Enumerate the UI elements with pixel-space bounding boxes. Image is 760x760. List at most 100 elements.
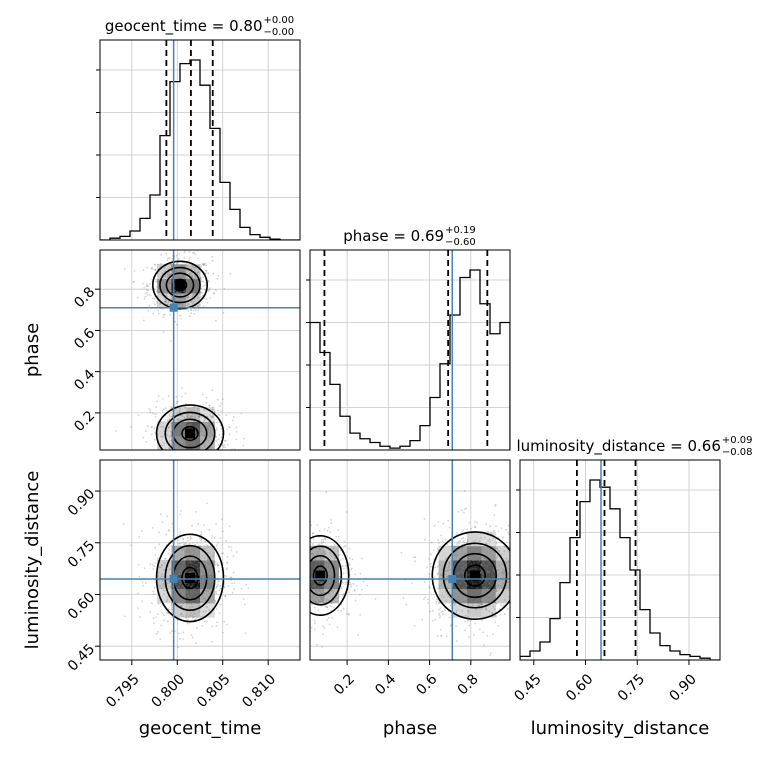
scatter-point <box>456 572 459 574</box>
scatter-point <box>165 409 168 412</box>
scatter-point <box>494 503 497 506</box>
scatter-point <box>302 645 304 647</box>
scatter-point <box>339 575 341 578</box>
scatter-point <box>187 596 190 598</box>
scatter-point <box>205 594 208 597</box>
scatter-point <box>200 447 202 449</box>
scatter-point <box>461 594 464 597</box>
scatter-point <box>170 273 172 276</box>
scatter-point <box>218 463 220 465</box>
scatter-point <box>488 597 491 599</box>
scatter-point <box>183 293 186 296</box>
scatter-point <box>192 266 195 269</box>
scatter-point <box>492 570 495 573</box>
scatter-point <box>306 584 308 586</box>
scatter-point <box>141 581 144 584</box>
scatter-point <box>143 287 146 289</box>
scatter-point <box>190 300 193 303</box>
scatter-point <box>205 298 208 301</box>
scatter-point <box>208 455 210 457</box>
density-peak <box>469 570 480 581</box>
scatter-point <box>527 564 529 566</box>
scatter-point <box>298 546 300 548</box>
scatter-point <box>226 562 229 564</box>
scatter-point <box>152 617 155 620</box>
scatter-point <box>160 575 163 578</box>
scatter-point <box>307 558 309 560</box>
scatter-point <box>150 433 153 436</box>
scatter-point <box>462 540 465 543</box>
scatter-point <box>194 440 196 442</box>
scatter-point <box>166 600 169 602</box>
scatter-point <box>197 436 200 439</box>
scatter-point <box>207 272 210 275</box>
scatter-point <box>151 425 153 428</box>
scatter-point <box>166 273 169 276</box>
scatter-point <box>484 583 487 585</box>
scatter-point <box>354 589 356 592</box>
scatter-point <box>168 418 171 421</box>
contour-line <box>310 535 350 616</box>
scatter-point <box>220 552 223 555</box>
scatter-point <box>474 622 477 625</box>
scatter-point <box>455 610 458 612</box>
scatter-point <box>495 525 497 528</box>
scatter-point <box>184 594 187 597</box>
scatter-point <box>466 541 469 543</box>
scatter-point <box>191 524 193 527</box>
scatter-point <box>505 528 508 531</box>
scatter-point <box>181 426 183 429</box>
scatter-point <box>486 580 489 583</box>
scatter-point <box>182 631 185 634</box>
scatter-point <box>226 443 229 446</box>
scatter-point <box>313 583 316 586</box>
scatter-point <box>186 582 188 585</box>
scatter-point <box>438 608 440 611</box>
scatter-point <box>331 572 334 574</box>
scatter-point <box>148 294 151 297</box>
scatter-point <box>286 492 288 494</box>
scatter-point <box>204 457 206 459</box>
density-cell <box>171 602 187 618</box>
scatter-point <box>186 422 189 424</box>
scatter-point <box>203 557 206 559</box>
scatter-point <box>190 416 193 419</box>
scatter-point <box>157 585 160 587</box>
scatter-point <box>193 415 196 418</box>
y-axis-label-luminosity_distance: luminosity_distance <box>22 471 43 650</box>
scatter-point <box>466 549 469 552</box>
scatter-point <box>161 579 164 582</box>
scatter-point <box>473 550 476 553</box>
scatter-point <box>203 435 206 438</box>
scatter-point <box>152 590 155 593</box>
scatter-point <box>330 580 333 582</box>
scatter-point <box>136 607 139 609</box>
scatter-point <box>491 549 494 552</box>
scatter-point <box>205 272 207 275</box>
scatter-point <box>290 583 292 585</box>
scatter-point <box>171 560 174 563</box>
scatter-point <box>204 288 207 291</box>
scatter-point <box>194 292 197 295</box>
scatter-point <box>144 292 147 295</box>
scatter-point <box>162 397 164 400</box>
scatter-point <box>514 622 516 624</box>
scatter-point <box>197 297 199 300</box>
scatter-point <box>189 551 192 553</box>
scatter-point <box>184 423 187 426</box>
scatter-point <box>333 601 335 604</box>
scatter-point <box>207 561 210 564</box>
scatter-point <box>435 600 438 603</box>
scatter-point <box>203 597 206 599</box>
scatter-point <box>464 629 467 631</box>
scatter-point <box>366 584 369 587</box>
scatter-point <box>218 414 221 417</box>
scatter-point <box>162 316 165 318</box>
scatter-point <box>192 549 195 552</box>
scatter-point <box>207 427 210 430</box>
scatter-point <box>226 556 229 558</box>
scatter-point <box>322 625 324 627</box>
scatter-point <box>180 567 183 570</box>
scatter-point <box>153 264 156 266</box>
scatter-point <box>224 446 227 449</box>
